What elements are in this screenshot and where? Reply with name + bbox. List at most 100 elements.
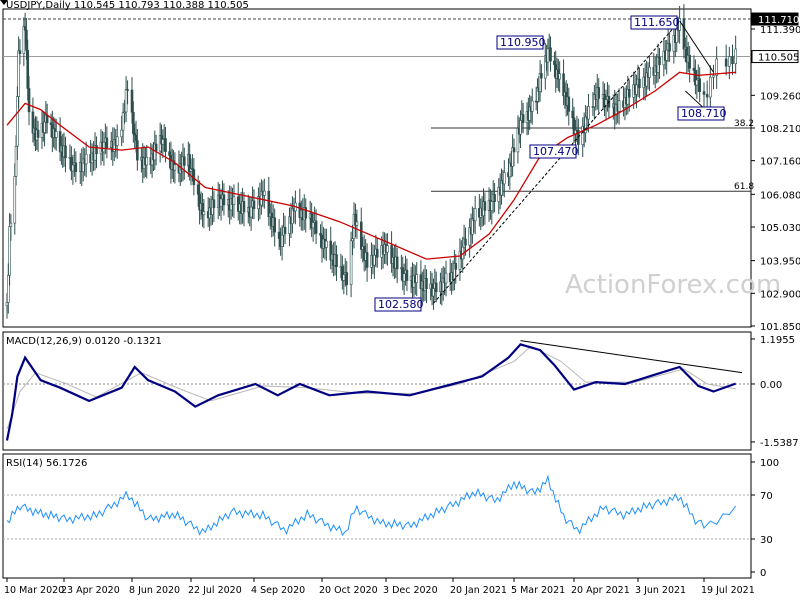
price-annotation-box xyxy=(496,35,544,50)
candle-body xyxy=(567,96,571,112)
candle-body xyxy=(648,67,651,78)
candle-body xyxy=(695,79,699,86)
chart-dropdown-icon[interactable] xyxy=(0,0,8,5)
candle-body xyxy=(342,274,346,281)
price-panel-frame xyxy=(2,8,752,328)
candle-body xyxy=(571,110,574,119)
candle-body xyxy=(734,48,737,65)
watermark: ActionForex.com xyxy=(565,270,781,300)
candle-body xyxy=(130,89,134,113)
resistance-price-tag-label: 111.710 xyxy=(758,15,799,26)
candle-body xyxy=(473,208,477,222)
rsi-y-tick-label: 30 xyxy=(760,535,773,546)
candle-body xyxy=(280,234,284,247)
rsi-y-tick-label: 100 xyxy=(760,458,779,469)
candle-body xyxy=(126,89,129,91)
candle-body xyxy=(134,134,138,141)
candle-body xyxy=(325,240,328,248)
candle-body xyxy=(658,56,661,66)
x-tick-label: 3 Jun 2021 xyxy=(635,585,686,596)
candle-body xyxy=(120,129,123,138)
y-tick-label: 101.850 xyxy=(760,322,800,333)
candle-body xyxy=(454,263,458,270)
price-annotation-label: 110.950 xyxy=(500,36,546,49)
candle-body xyxy=(71,164,75,172)
candle-body xyxy=(597,87,601,99)
candle-body xyxy=(105,137,109,148)
y-tick-label: 107.160 xyxy=(760,157,800,168)
rsi-title: RSI(14) 56.1726 xyxy=(6,458,87,469)
candle-body xyxy=(432,288,435,297)
resistance-price-tag xyxy=(751,12,799,26)
candle-body xyxy=(712,75,715,78)
candle-body xyxy=(16,96,19,147)
candle-body xyxy=(154,143,158,152)
macd-y-tick-label: -1.5387 xyxy=(760,438,799,449)
candle-body xyxy=(638,78,641,88)
x-tick-label: 22 Jul 2020 xyxy=(188,585,242,596)
x-tick-label: 10 Mar 2020 xyxy=(4,585,64,596)
candle-body xyxy=(95,145,98,155)
candle-body xyxy=(587,106,590,120)
candle-body xyxy=(102,141,106,153)
candle-body xyxy=(45,115,49,124)
moving-average-line xyxy=(6,71,736,260)
candle-body xyxy=(530,100,534,112)
candle-body xyxy=(26,49,30,89)
candle-body xyxy=(724,58,728,67)
candle-body xyxy=(483,201,487,211)
candle-body xyxy=(36,129,40,138)
candle-body xyxy=(9,222,13,227)
candle-body xyxy=(18,50,22,54)
candle-body xyxy=(27,88,31,113)
candle-body xyxy=(490,201,494,211)
macd-title: MACD(12,26,9) 0.0120 -0.1321 xyxy=(6,336,162,347)
x-tick-label: 5 Mar 2021 xyxy=(511,585,565,596)
candle-body xyxy=(688,54,691,69)
candle-body xyxy=(709,76,712,98)
candle-body xyxy=(635,84,638,95)
candle-body xyxy=(249,206,253,218)
candle-body xyxy=(43,121,46,133)
y-tick-label: 105.030 xyxy=(760,223,800,234)
candle-body xyxy=(359,221,363,250)
candle-body xyxy=(668,43,671,52)
trend-line xyxy=(679,20,714,73)
candle-body xyxy=(182,156,186,166)
candle-body xyxy=(212,199,216,208)
price-annotation-box xyxy=(529,144,577,159)
price-annotation-label: 111.650 xyxy=(634,16,680,29)
candle-body xyxy=(402,273,406,282)
candle-body xyxy=(13,176,17,224)
candle-body xyxy=(682,18,686,50)
candle-body xyxy=(222,194,226,206)
candle-body xyxy=(54,131,58,138)
candle-body xyxy=(349,240,353,285)
candle-body xyxy=(692,67,696,71)
candle-body xyxy=(617,100,621,112)
macd-y-tick-label: 1.1955 xyxy=(760,335,795,346)
candle-body xyxy=(540,73,543,79)
candle-body xyxy=(386,245,389,253)
x-tick-label: 4 Sep 2020 xyxy=(251,585,305,596)
candle-body xyxy=(493,194,496,202)
trend-line xyxy=(433,20,680,304)
fib-level-label: 61.8 xyxy=(734,182,754,192)
candle-body xyxy=(6,275,10,303)
candle-body xyxy=(715,58,718,76)
candle-body xyxy=(263,190,266,196)
candle-body xyxy=(273,217,276,233)
candle-body xyxy=(74,162,78,172)
candle-body xyxy=(415,274,419,283)
macd-signal-line xyxy=(6,345,736,430)
candle-body xyxy=(304,207,308,219)
y-tick-label: 102.900 xyxy=(760,289,800,300)
candle-body xyxy=(22,26,26,54)
candle-body xyxy=(121,112,125,131)
price-annotation-box xyxy=(630,15,678,30)
x-tick-label: 20 Apr 2021 xyxy=(571,585,630,596)
candle-body xyxy=(355,221,359,226)
candle-body xyxy=(196,184,200,195)
candle-body xyxy=(627,88,631,98)
rsi-y-tick-label: 0 xyxy=(760,568,766,579)
